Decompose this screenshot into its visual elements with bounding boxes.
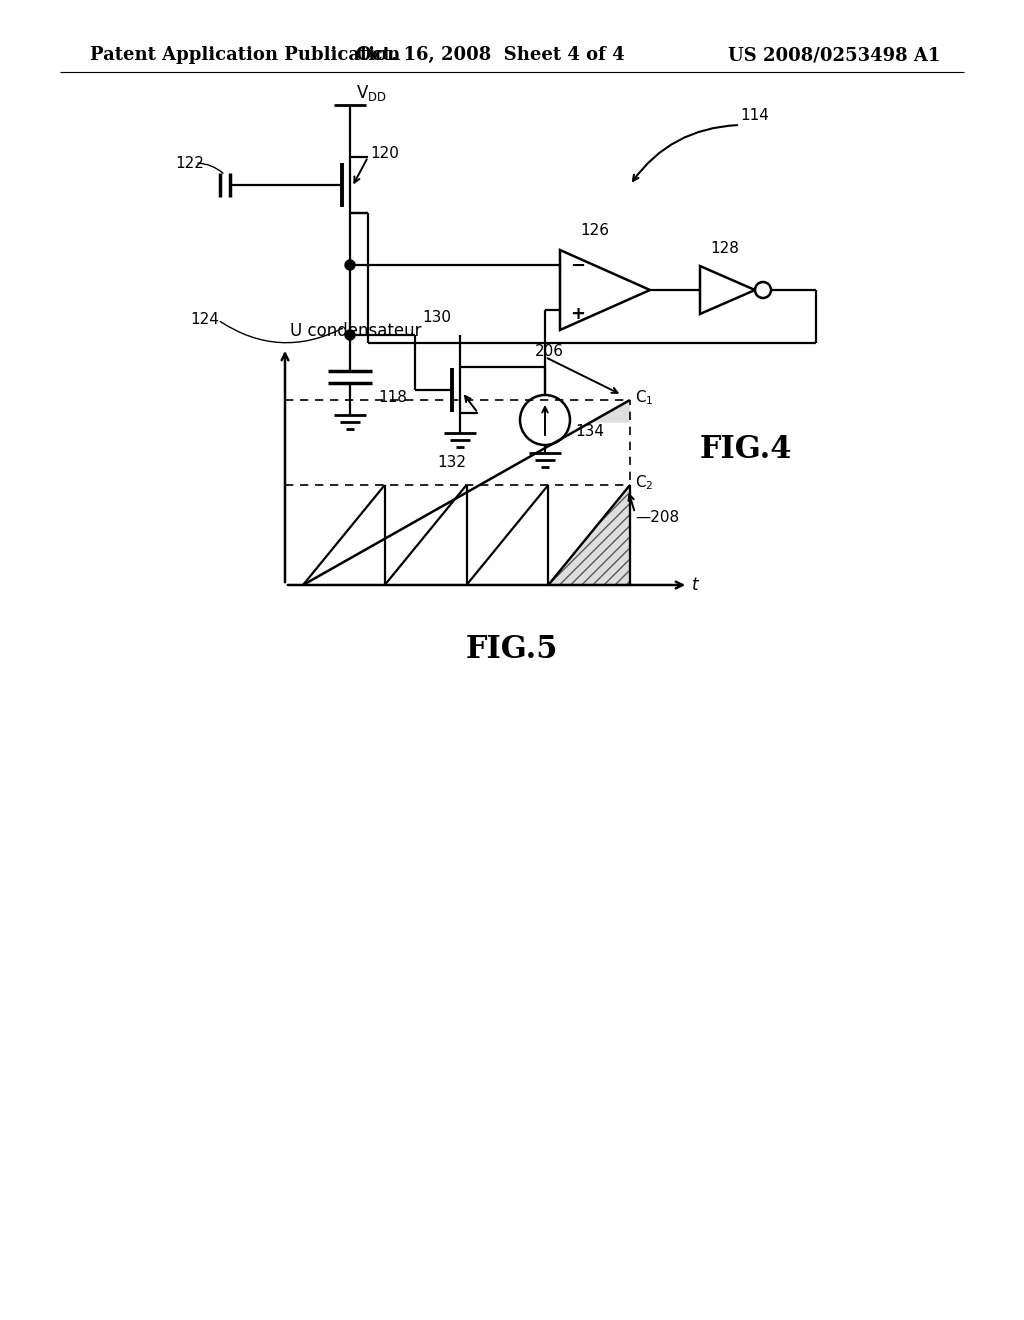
Polygon shape <box>590 400 630 422</box>
Circle shape <box>345 330 355 341</box>
Text: t: t <box>692 576 698 594</box>
Text: 118: 118 <box>378 389 407 404</box>
Circle shape <box>345 260 355 271</box>
Text: 122: 122 <box>175 156 204 170</box>
Text: 128: 128 <box>710 242 739 256</box>
Text: C$_2$: C$_2$ <box>635 474 653 492</box>
Text: V$_{\mathrm{DD}}$: V$_{\mathrm{DD}}$ <box>356 83 387 103</box>
Text: 124: 124 <box>190 313 219 327</box>
Text: 114: 114 <box>740 107 769 123</box>
Text: C$_1$: C$_1$ <box>635 388 653 408</box>
Text: +: + <box>570 305 585 323</box>
Text: 134: 134 <box>575 425 604 440</box>
Text: Oct. 16, 2008  Sheet 4 of 4: Oct. 16, 2008 Sheet 4 of 4 <box>355 46 625 63</box>
Text: 206: 206 <box>535 345 564 359</box>
Text: 130: 130 <box>422 309 451 325</box>
Text: FIG.5: FIG.5 <box>466 635 558 665</box>
Text: −: − <box>570 257 585 275</box>
Text: 132: 132 <box>437 455 467 470</box>
Text: 120: 120 <box>370 145 399 161</box>
Polygon shape <box>548 484 630 585</box>
Text: U condensateur: U condensateur <box>290 322 422 341</box>
Text: US 2008/0253498 A1: US 2008/0253498 A1 <box>728 46 940 63</box>
Text: FIG.4: FIG.4 <box>700 434 793 466</box>
Text: 126: 126 <box>580 223 609 238</box>
Text: Patent Application Publication: Patent Application Publication <box>90 46 400 63</box>
Text: —208: —208 <box>635 510 679 524</box>
